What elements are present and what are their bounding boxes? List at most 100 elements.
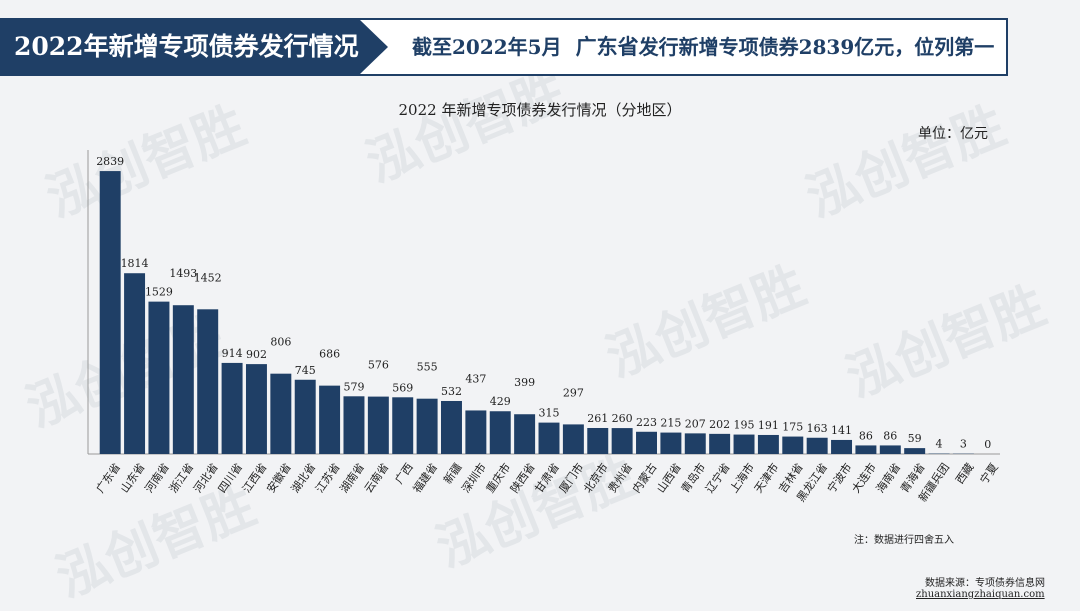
- category-label: 山东省: [118, 461, 148, 495]
- category-label: 湖南省: [337, 461, 367, 495]
- category-label: 重庆市: [483, 460, 513, 495]
- data-label: 297: [563, 386, 584, 399]
- header-bar: 2022年新增专项债券发行情况 截至2022年5月广东省发行新增专项债券2839…: [0, 18, 1008, 76]
- bar: [465, 410, 486, 454]
- category-label: 河北省: [191, 461, 221, 495]
- data-label: 806: [270, 336, 291, 349]
- data-label: 207: [685, 417, 706, 430]
- data-label: 532: [441, 385, 462, 398]
- category-label: 深圳市: [458, 460, 488, 495]
- data-label: 555: [417, 361, 438, 374]
- data-label: 86: [859, 429, 873, 442]
- bar: [343, 396, 364, 454]
- data-label: 223: [636, 416, 657, 429]
- bar: [173, 305, 194, 454]
- category-label: 陕西省: [507, 460, 537, 495]
- bar: [148, 302, 169, 454]
- bar: [758, 435, 779, 454]
- chart-title: 2022 年新增专项债券发行情况（分地区）: [0, 99, 1080, 120]
- bar: [222, 363, 243, 454]
- data-label: 429: [490, 395, 511, 408]
- category-label: 贵州省: [606, 461, 636, 495]
- data-label: 576: [368, 359, 389, 372]
- data-label: 3: [960, 438, 967, 451]
- category-label: 浙江省: [167, 461, 197, 495]
- bar: [782, 437, 803, 454]
- category-label: 海南省: [873, 460, 903, 495]
- bar: [660, 433, 681, 454]
- bar: [490, 411, 511, 454]
- bar: [685, 433, 706, 454]
- category-label: 安徽省: [263, 460, 293, 495]
- category-label: 河南省: [142, 461, 172, 495]
- bar: [636, 432, 657, 454]
- category-label: 西藏: [953, 461, 976, 486]
- category-label: 福建省: [410, 460, 440, 495]
- data-label: 2839: [96, 155, 124, 168]
- data-label: 1452: [194, 271, 222, 284]
- category-label: 山西省: [654, 461, 684, 495]
- data-label: 163: [807, 422, 828, 435]
- bar: [612, 428, 633, 454]
- category-label: 大连市: [849, 460, 879, 495]
- data-label: 86: [883, 429, 897, 442]
- source-url: zhuanxiangzhaiquan.com: [916, 589, 1045, 600]
- category-label: 天津市: [751, 460, 781, 495]
- category-label: 上海市: [727, 460, 757, 495]
- category-label: 江苏省: [313, 461, 343, 495]
- bar: [246, 364, 267, 454]
- data-label: 202: [709, 418, 730, 431]
- category-label: 新疆: [440, 460, 464, 486]
- bar: [368, 397, 389, 454]
- bar-chart: 2839广东省1814山东省1529河南省1493浙江省1452河北省914四川…: [0, 140, 1080, 530]
- data-label: 745: [295, 364, 316, 377]
- bar: [319, 386, 340, 454]
- bar: [709, 434, 730, 454]
- data-label: 399: [514, 376, 535, 389]
- header-summary-suffix: 发行新增专项债券2839亿元，位列第一: [639, 35, 995, 59]
- data-label: 579: [343, 380, 364, 393]
- category-label: 湖北省: [289, 461, 319, 495]
- category-label: 云南省: [362, 461, 392, 495]
- bar: [807, 438, 828, 454]
- bar: [514, 414, 535, 454]
- data-label: 215: [660, 417, 681, 430]
- bar: [734, 435, 755, 454]
- bar: [831, 440, 852, 454]
- data-label: 0: [984, 438, 991, 451]
- note-text: 注：数据进行四舍五入: [854, 531, 954, 546]
- bar: [587, 428, 608, 454]
- category-label: 北京市: [580, 460, 610, 495]
- bar: [855, 445, 876, 454]
- category-label: 内蒙古: [629, 460, 659, 495]
- bar: [880, 445, 901, 454]
- data-label: 437: [465, 372, 486, 385]
- header-summary-prefix: 截至2022年5月: [412, 35, 562, 59]
- category-label: 江西省: [240, 461, 270, 495]
- data-label: 195: [734, 419, 755, 432]
- category-label: 四川省: [216, 461, 246, 495]
- bar: [197, 309, 218, 454]
- bar: [563, 424, 584, 454]
- data-label: 141: [831, 424, 852, 437]
- category-label: 辽宁省: [702, 460, 732, 495]
- category-label: 青岛市: [678, 460, 708, 495]
- header-summary: 截至2022年5月广东省发行新增专项债券2839亿元，位列第一: [412, 20, 994, 74]
- category-label: 广东省: [94, 461, 124, 495]
- data-label: 686: [319, 348, 340, 361]
- category-label: 宁夏: [977, 460, 1001, 486]
- bar: [539, 423, 560, 454]
- data-label: 260: [612, 412, 633, 425]
- data-label: 914: [222, 347, 243, 360]
- category-label: 厦门市: [556, 460, 586, 495]
- bar: [904, 448, 925, 454]
- data-label: 1814: [121, 257, 149, 270]
- header-title: 2022年新增专项债券发行情况: [0, 20, 388, 74]
- data-label: 569: [392, 381, 413, 394]
- data-label: 4: [936, 438, 943, 451]
- bar: [417, 399, 438, 454]
- data-label: 59: [908, 432, 922, 445]
- category-label: 宁波市: [824, 460, 854, 495]
- header-summary-highlight: 广东省: [576, 34, 639, 59]
- bar: [100, 171, 121, 454]
